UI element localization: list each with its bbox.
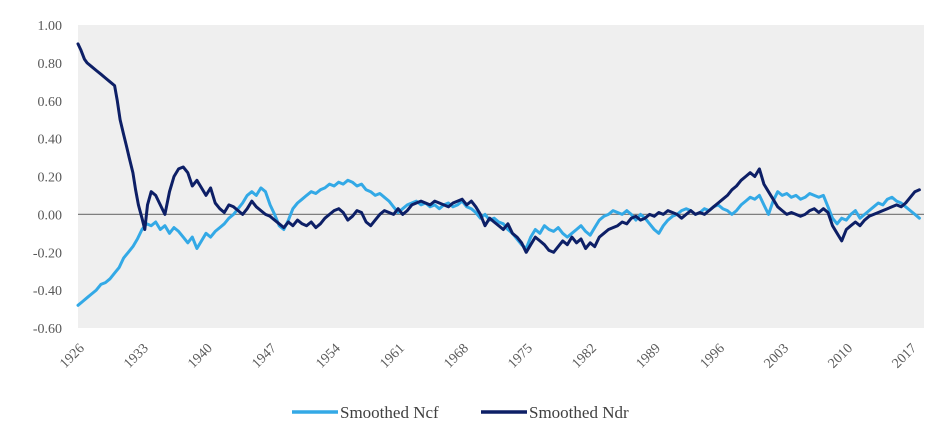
x-tick-label: 1933 <box>121 341 151 371</box>
x-tick-label: 1975 <box>506 341 536 371</box>
x-tick-label: 1961 <box>377 341 407 371</box>
y-tick-label: 0.20 <box>38 171 63 186</box>
y-tick-label: -0.60 <box>33 322 62 337</box>
y-tick-label: 0.80 <box>38 57 63 72</box>
y-tick-label: 0.60 <box>38 95 63 110</box>
series-line-smoothed-ndr <box>76 42 921 254</box>
x-tick-label: 2017 <box>890 341 920 371</box>
series-line-smoothed-ncf <box>76 178 921 307</box>
y-tick-label: -0.40 <box>33 284 62 299</box>
x-tick-label: 1947 <box>249 341 279 371</box>
legend-label: Smoothed Ncf <box>340 403 439 422</box>
x-tick-label: 1954 <box>313 341 343 371</box>
y-tick-label: 1.00 <box>38 19 63 34</box>
plot-background <box>78 25 924 328</box>
x-tick-label: 1926 <box>57 341 87 371</box>
legend-label: Smoothed Ndr <box>529 403 629 422</box>
y-tick-label: 0.40 <box>38 133 63 148</box>
x-tick-label: 2010 <box>826 341 856 371</box>
y-axis-tick-labels: -0.60 -0.40 -0.20 0.00 0.20 0.40 0.60 0.80 1.00 <box>33 19 62 337</box>
x-axis-tick-labels: 1926 1933 1940 1947 1954 1961 1968 1975 1982 1989… <box>57 341 920 371</box>
series-lines <box>76 42 921 307</box>
x-tick-label: 2003 <box>762 341 792 371</box>
legend: Smoothed Ncf Smoothed Ndr <box>292 403 629 422</box>
y-tick-label: 0.00 <box>38 208 63 223</box>
x-tick-label: 1940 <box>185 341 215 371</box>
x-tick-label: 1968 <box>441 341 471 371</box>
x-tick-label: 1989 <box>634 341 664 371</box>
x-tick-label: 1982 <box>570 341 600 371</box>
y-tick-label: -0.20 <box>33 246 62 261</box>
x-tick-label: 1996 <box>698 341 728 371</box>
